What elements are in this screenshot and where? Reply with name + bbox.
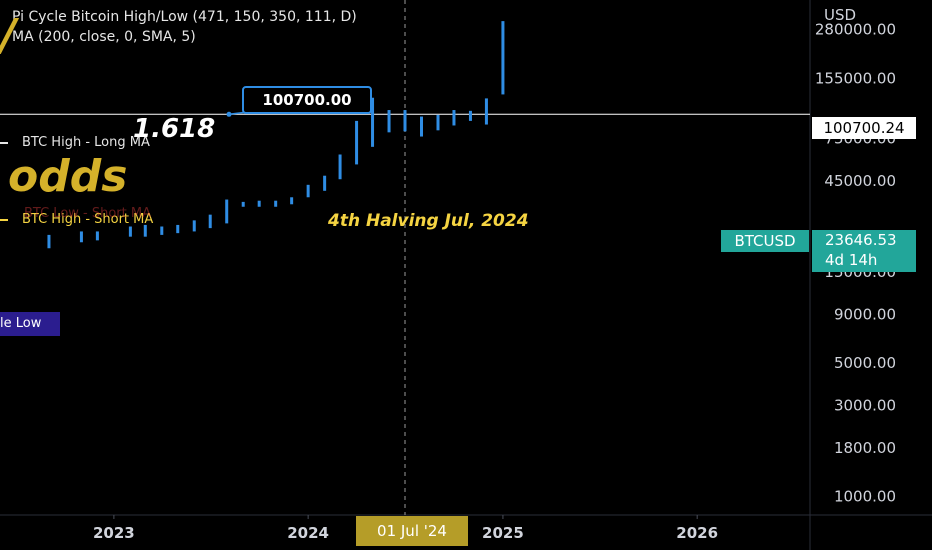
- x-tick-label: 2025: [482, 524, 524, 542]
- pi-cycle-indicator-label[interactable]: Pi Cycle Bitcoin High/Low (471, 150, 350…: [12, 9, 357, 25]
- price-bar: [323, 175, 327, 191]
- y-tick-label: 280000.00: [815, 21, 896, 39]
- halving-annotation: 4th Halving Jul, 2024: [328, 211, 529, 231]
- odds-annotation: odds: [8, 151, 128, 202]
- price-bar: [371, 97, 375, 147]
- price-bar: [387, 110, 391, 133]
- price-bar: [160, 226, 164, 235]
- price-bar: [484, 98, 488, 125]
- price-bar: [128, 226, 132, 237]
- last-price-box: 23646.53 4d 14h: [812, 230, 916, 272]
- price-callout[interactable]: 100700.00: [242, 86, 372, 114]
- price-bar: [452, 110, 456, 126]
- y-tick-label: 45000.00: [824, 172, 896, 190]
- y-tick-label: 155000.00: [815, 70, 896, 88]
- y-tick-label: 5000.00: [834, 354, 896, 372]
- symbol-label[interactable]: BTCUSD: [721, 230, 809, 252]
- price-bar: [47, 234, 51, 249]
- partial-title-glyph: /: [0, 10, 17, 61]
- price-bar: [79, 231, 83, 243]
- crosshair-price-label: 100700.24: [812, 117, 916, 139]
- price-bar: [501, 21, 505, 95]
- x-tick-label: 2023: [93, 524, 135, 542]
- price-bar: [143, 224, 147, 237]
- cycle-low-label: le Low: [0, 312, 60, 336]
- price-bar: [355, 120, 359, 165]
- price-bar: [208, 214, 212, 229]
- price-bar: [436, 114, 440, 131]
- btc-high-long-ma-label: BTC High - Long MA: [0, 135, 150, 150]
- btc-low-short-ma-ghost-label: BTC Low - Short MA: [24, 206, 151, 221]
- btc-high-short-ma-label: BTC High - Short MA: [0, 212, 153, 227]
- y-tick-label: 1800.00: [834, 439, 896, 457]
- price-bar: [338, 154, 342, 180]
- price-bar: [403, 110, 407, 132]
- crosshair-date-label: 01 Jul '24: [356, 516, 468, 546]
- price-bar: [468, 110, 472, 121]
- y-tick-label: 3000.00: [834, 396, 896, 414]
- price-bar: [176, 224, 180, 234]
- cycle-low-text: le Low: [0, 316, 42, 331]
- price-bar: [225, 199, 229, 224]
- x-tick-label: 2024: [287, 524, 329, 542]
- ma-indicator-label[interactable]: MA (200, close, 0, SMA, 5): [12, 29, 196, 45]
- price-bar: [274, 200, 278, 207]
- price-bar: [95, 231, 99, 241]
- btc-high-long-ma-text: BTC High - Long MA: [22, 135, 150, 150]
- price-bar: [290, 197, 294, 205]
- fib-1618-label: 1.618: [133, 114, 216, 144]
- price-bar: [419, 116, 423, 137]
- btc-high-short-ma-text: BTC High - Short MA: [22, 212, 154, 227]
- legend-dash: [0, 218, 8, 221]
- y-tick-label: 9000.00: [834, 305, 896, 323]
- last-price: 23646.53: [825, 231, 897, 249]
- y-tick-label: 1000.00: [834, 488, 896, 506]
- price-bar: [241, 201, 245, 207]
- price-bar: [192, 220, 196, 232]
- legend-dash: [0, 141, 8, 144]
- bar-countdown: 4d 14h: [825, 251, 878, 269]
- currency-label: USD: [824, 6, 857, 24]
- price-bar: [306, 184, 310, 198]
- price-bar: [257, 200, 261, 207]
- x-tick-label: 2026: [676, 524, 718, 542]
